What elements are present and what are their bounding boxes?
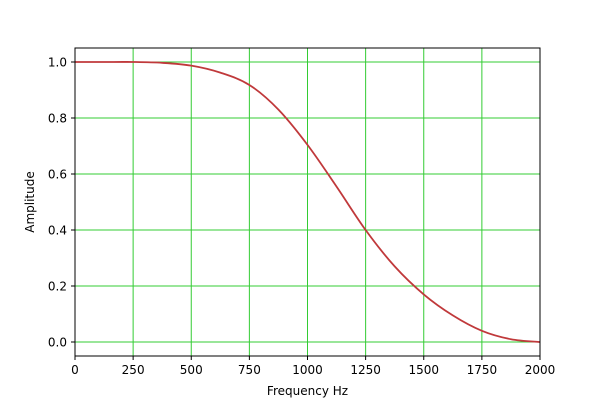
series-layer xyxy=(75,61,541,343)
x-tick-label: 500 xyxy=(180,363,203,377)
grid xyxy=(74,48,541,356)
x-axis-label: Frequency Hz xyxy=(267,384,348,398)
y-tick-label: 0.0 xyxy=(48,336,67,350)
x-tick-label: 750 xyxy=(238,363,261,377)
x-tick-label: 1500 xyxy=(408,363,439,377)
x-tick-label: 1000 xyxy=(292,363,323,377)
x-tick-label: 0 xyxy=(71,363,79,377)
ticks: 0 250 500 750 1000 1250 1500 1750 2000 0.0 0.2 0.4 0… xyxy=(48,56,555,378)
x-tick-label: 2000 xyxy=(525,363,556,377)
y-tick-label: 0.2 xyxy=(48,280,67,294)
y-tick-label: 0.4 xyxy=(48,224,67,238)
x-tick-label: 1250 xyxy=(350,363,381,377)
x-tick-label: 1750 xyxy=(467,363,498,377)
y-tick-label: 1.0 xyxy=(48,56,67,70)
y-tick-label: 0.8 xyxy=(48,112,67,126)
series-line xyxy=(75,61,541,343)
y-tick-label: 0.6 xyxy=(48,168,67,182)
y-axis-label: Amplitude xyxy=(23,171,37,233)
x-tick-label: 250 xyxy=(122,363,145,377)
